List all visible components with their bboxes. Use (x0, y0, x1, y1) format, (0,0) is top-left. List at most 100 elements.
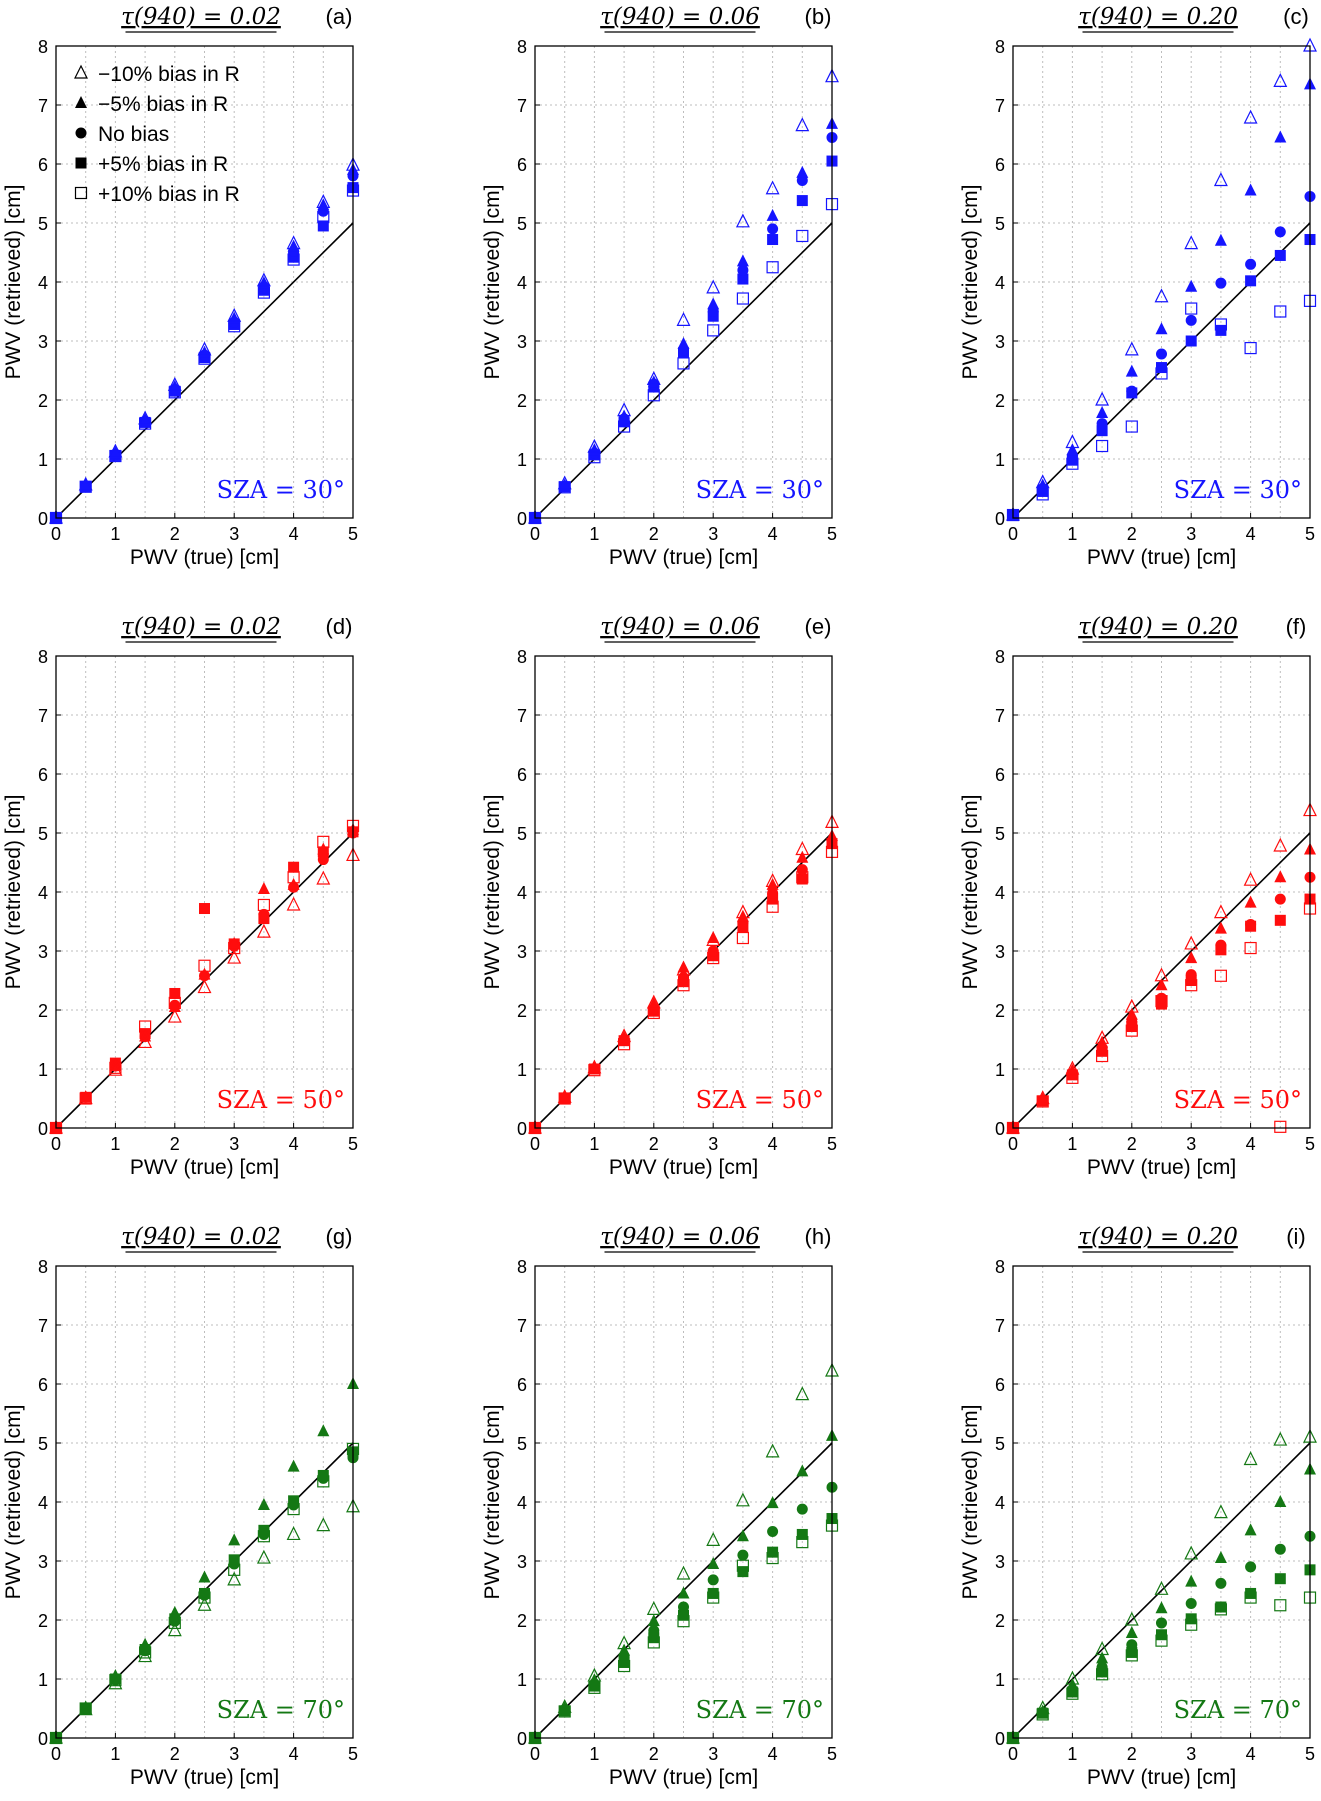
data-point-square-filled (648, 1632, 660, 1644)
data-point-triangle-open (1035, 474, 1050, 489)
data-point-triangle-filled (796, 850, 809, 863)
data-point-circle-filled (737, 264, 749, 276)
x-tick-label: 3 (1186, 1134, 1196, 1154)
data-point-triangle-open (528, 509, 542, 524)
data-point-triangle-open (49, 1729, 63, 1744)
chart-title: τ(940) = 0.02 (121, 1224, 281, 1250)
y-tick-label: 8 (517, 1257, 527, 1277)
y-tick-label: 7 (995, 706, 1005, 726)
x-tick-label: 2 (649, 1744, 659, 1764)
x-tick-label: 1 (110, 524, 120, 544)
data-point-triangle-filled (287, 877, 300, 890)
data-point-triangle-filled (139, 413, 152, 426)
data-point-triangle-open (1154, 967, 1169, 982)
x-tick-label: 5 (1305, 524, 1315, 544)
plot-frame (55, 45, 354, 519)
x-tick-label: 5 (827, 1134, 837, 1154)
data-point-triangle-open (1243, 871, 1258, 886)
x-tick-label: 0 (51, 1134, 61, 1154)
y-tick-label: 7 (517, 706, 527, 726)
data-point-triangle-filled (1214, 1551, 1227, 1564)
data-point-triangle-filled (139, 1637, 152, 1650)
chart-title: τ(940) = 0.02 (121, 4, 281, 30)
data-point-triangle-open (108, 1675, 123, 1690)
data-point-triangle-filled (79, 1090, 92, 1103)
y-tick-label: 1 (995, 1670, 1005, 1690)
data-point-square-open (1214, 969, 1228, 982)
plot-frame (534, 655, 833, 1129)
data-point-triangle-filled (647, 997, 660, 1010)
data-point-triangle-filled (736, 254, 749, 267)
data-point-square-filled (1215, 1601, 1227, 1613)
y-tick-label: 3 (517, 942, 527, 962)
data-point-square-filled (1156, 362, 1167, 374)
x-tick-label: 5 (1305, 1744, 1315, 1764)
data-point-triangle-open (587, 1059, 602, 1074)
data-point-triangle-open (557, 1698, 572, 1713)
chart-panel-9: 0 1 2 3 4 5 0 1 2 3 4 5 6 7 8 PWV (true) [cm] PWV (retri… (959, 1224, 1317, 1789)
y-tick-label: 6 (517, 155, 527, 175)
data-point-triangle-filled (736, 1529, 749, 1542)
x-tick-label: 3 (1186, 524, 1196, 544)
data-point-square-filled (1274, 914, 1286, 926)
y-axis-label: PWV (retrieved) [cm] (959, 795, 982, 990)
data-point-circle-filled (258, 908, 270, 920)
chart-title: τ(940) = 0.20 (1078, 4, 1238, 30)
chart-title: τ(940) = 0.20 (1078, 1224, 1238, 1250)
y-tick-label: 2 (38, 1611, 48, 1631)
x-tick-label: 4 (289, 1744, 299, 1764)
data-point-square-filled (1096, 425, 1108, 437)
chart-title: τ(940) = 0.20 (1078, 614, 1238, 640)
y-tick-label: 3 (38, 332, 48, 352)
x-axis-label: PWV (true) [cm] (130, 1766, 279, 1789)
y-tick-label: 7 (38, 706, 48, 726)
x-tick-label: 5 (348, 524, 358, 544)
data-point-square-filled (1185, 1613, 1197, 1625)
y-tick-label: 6 (38, 765, 48, 785)
data-point-triangle-open (795, 117, 810, 132)
y-tick-label: 6 (517, 765, 527, 785)
data-point-circle-filled (648, 1625, 660, 1637)
y-tick-label: 3 (38, 942, 48, 962)
data-point-triangle-open (557, 1088, 572, 1103)
plot-frame (55, 655, 354, 1129)
y-tick-label: 4 (517, 883, 527, 903)
x-tick-label: 2 (170, 524, 180, 544)
y-tick-label: 0 (517, 509, 527, 529)
y-tick-label: 8 (995, 37, 1005, 57)
x-tick-label: 2 (1127, 524, 1137, 544)
data-point-square-filled (1156, 1629, 1167, 1641)
panel-letter: (i) (1286, 1224, 1306, 1249)
y-tick-label: 8 (38, 1257, 48, 1277)
data-point-triangle-open (256, 272, 271, 287)
data-point-circle-filled (1126, 1639, 1138, 1651)
data-point-triangle-filled (1066, 1063, 1079, 1076)
y-tick-label: 7 (517, 1316, 527, 1336)
y-tick-label: 7 (517, 96, 527, 116)
data-point-triangle-open (706, 1532, 721, 1546)
x-axis-label: PWV (true) [cm] (1087, 546, 1236, 569)
data-point-triangle-filled (1125, 1625, 1138, 1638)
chart-title: τ(940) = 0.06 (600, 4, 760, 30)
x-axis-label: PWV (true) [cm] (609, 1156, 758, 1179)
plot-frame (1012, 655, 1311, 1129)
data-point-triangle-filled (257, 276, 270, 289)
data-point-triangle-open (256, 923, 271, 938)
data-point-triangle-open (78, 1090, 93, 1105)
sza-annotation: SZA = 30° (1174, 476, 1302, 504)
data-point-triangle-open (1243, 1451, 1258, 1466)
data-point-triangle-open (1124, 1611, 1139, 1626)
data-point-triangle-filled (677, 336, 690, 349)
y-tick-label: 1 (38, 1060, 48, 1080)
data-point-triangle-open (1006, 1119, 1020, 1134)
data-point-triangle-filled (618, 1643, 631, 1656)
data-point-triangle-filled (168, 1000, 181, 1013)
data-point-triangle-open (706, 932, 721, 946)
data-point-square-filled (1245, 275, 1257, 287)
data-point-circle-filled (796, 1503, 808, 1515)
data-point-triangle-filled (677, 1586, 690, 1599)
panel-letter: (g) (326, 1224, 353, 1249)
chart-panel-7: 0 1 2 3 4 5 0 1 2 3 4 5 6 7 8 PWV (true) [cm] PWV (retri… (2, 1224, 360, 1789)
data-point-circle-filled (767, 1526, 779, 1537)
data-point-triangle-open (587, 1667, 602, 1682)
